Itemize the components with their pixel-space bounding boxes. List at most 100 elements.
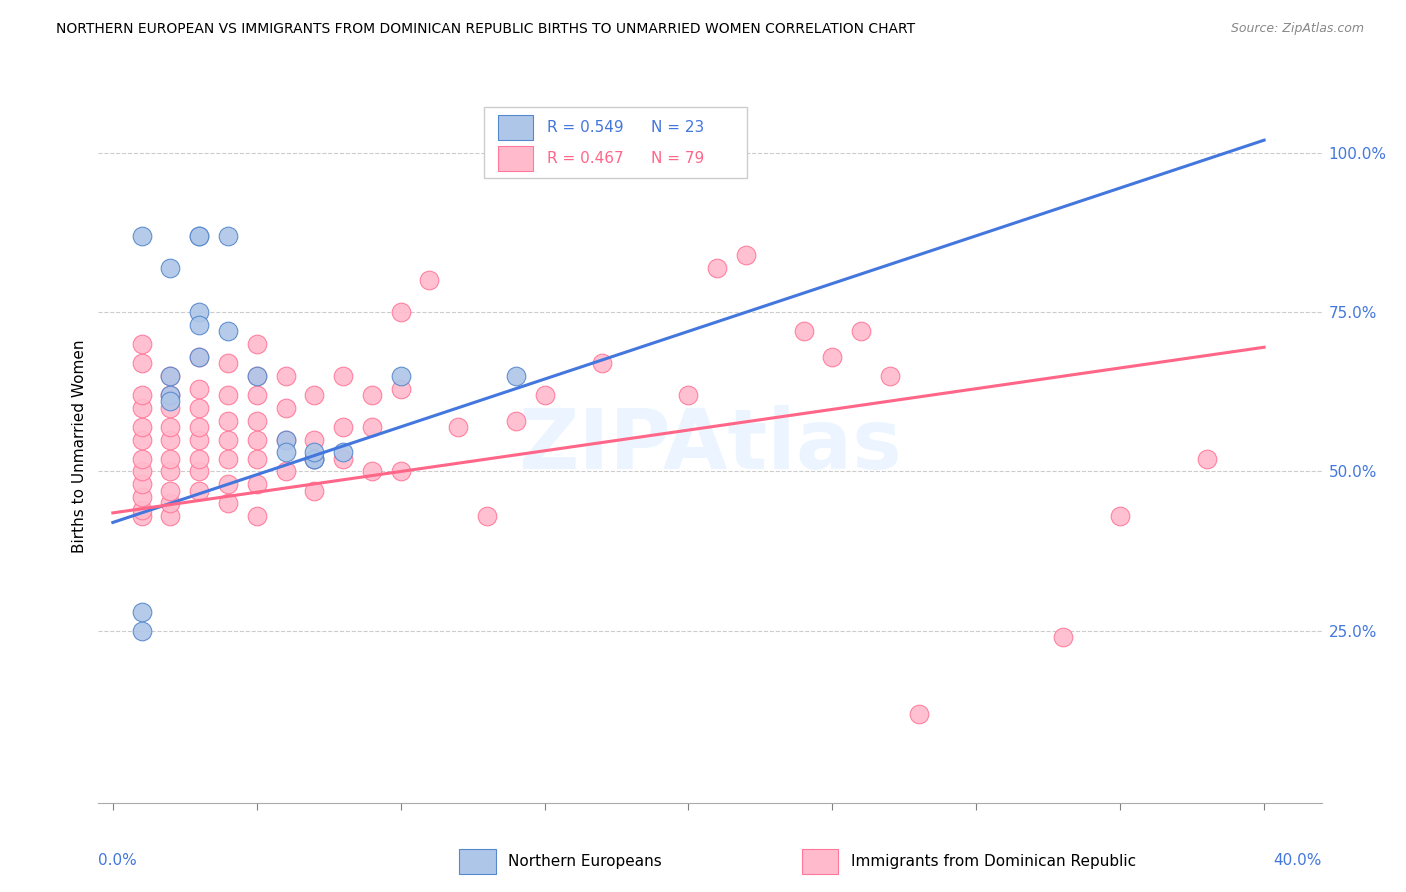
Point <box>188 228 211 243</box>
Point <box>159 394 181 409</box>
Point <box>418 273 440 287</box>
Point <box>131 356 153 370</box>
Point <box>274 433 297 447</box>
Point <box>131 433 153 447</box>
Point <box>706 260 728 275</box>
Point <box>217 324 239 338</box>
Point <box>505 368 527 383</box>
Point <box>217 451 239 466</box>
Point <box>246 451 269 466</box>
Point <box>159 260 181 275</box>
Point <box>879 368 901 383</box>
Point <box>217 388 239 402</box>
Point <box>159 368 181 383</box>
Point <box>217 433 239 447</box>
Point <box>246 368 269 383</box>
Text: R = 0.467: R = 0.467 <box>547 151 624 166</box>
Point <box>447 420 470 434</box>
Point <box>159 509 181 524</box>
Point <box>188 451 211 466</box>
Point <box>131 337 153 351</box>
Y-axis label: Births to Unmarried Women: Births to Unmarried Women <box>72 339 87 553</box>
Point <box>849 324 872 338</box>
Point <box>131 465 153 479</box>
Point <box>821 350 844 364</box>
Point <box>246 509 269 524</box>
Point <box>131 624 153 638</box>
Point <box>217 477 239 491</box>
Point <box>188 350 211 364</box>
Point <box>735 248 758 262</box>
Point <box>274 445 297 459</box>
Text: 40.0%: 40.0% <box>1274 853 1322 868</box>
Point <box>188 305 211 319</box>
Point <box>159 483 181 498</box>
Text: Northern Europeans: Northern Europeans <box>508 854 662 869</box>
Point <box>360 388 382 402</box>
Point <box>246 368 269 383</box>
Text: N = 79: N = 79 <box>651 151 704 166</box>
Text: N = 23: N = 23 <box>651 120 704 135</box>
Point <box>188 401 211 415</box>
Point <box>304 388 326 402</box>
Point <box>188 350 211 364</box>
Point <box>475 509 498 524</box>
Point <box>188 228 211 243</box>
Point <box>360 420 382 434</box>
Text: Immigrants from Dominican Republic: Immigrants from Dominican Republic <box>851 854 1136 869</box>
Point <box>159 451 181 466</box>
Point <box>188 433 211 447</box>
Point <box>188 420 211 434</box>
Bar <box>460 849 496 874</box>
Bar <box>498 114 533 139</box>
Point <box>188 318 211 332</box>
Point <box>131 420 153 434</box>
Point <box>304 451 326 466</box>
Point <box>389 368 412 383</box>
Text: R = 0.549: R = 0.549 <box>547 120 624 135</box>
Point <box>304 483 326 498</box>
Point <box>332 368 354 383</box>
Point <box>131 388 153 402</box>
Point <box>1052 630 1074 644</box>
Point <box>217 496 239 510</box>
Point <box>217 413 239 427</box>
Point <box>188 465 211 479</box>
Point <box>246 337 269 351</box>
Point <box>505 413 527 427</box>
Point <box>360 465 382 479</box>
Point <box>131 228 153 243</box>
Bar <box>498 146 533 171</box>
Point <box>159 433 181 447</box>
Point <box>131 605 153 619</box>
Point <box>1109 509 1132 524</box>
Point <box>188 483 211 498</box>
Point <box>304 433 326 447</box>
Point <box>389 305 412 319</box>
Point <box>246 477 269 491</box>
Point <box>159 420 181 434</box>
Point <box>389 382 412 396</box>
Point <box>591 356 613 370</box>
Bar <box>484 107 747 178</box>
Point <box>246 433 269 447</box>
Bar <box>801 849 838 874</box>
Point <box>332 445 354 459</box>
Point <box>332 451 354 466</box>
Point <box>131 401 153 415</box>
Point <box>131 451 153 466</box>
Point <box>188 382 211 396</box>
Point <box>159 401 181 415</box>
Point <box>159 465 181 479</box>
Point <box>159 388 181 402</box>
Point <box>793 324 815 338</box>
Point <box>159 368 181 383</box>
Text: NORTHERN EUROPEAN VS IMMIGRANTS FROM DOMINICAN REPUBLIC BIRTHS TO UNMARRIED WOME: NORTHERN EUROPEAN VS IMMIGRANTS FROM DOM… <box>56 22 915 37</box>
Point <box>246 388 269 402</box>
Point <box>907 706 929 721</box>
Point <box>274 401 297 415</box>
Point <box>217 356 239 370</box>
Point <box>131 509 153 524</box>
Point <box>274 433 297 447</box>
Point <box>274 465 297 479</box>
